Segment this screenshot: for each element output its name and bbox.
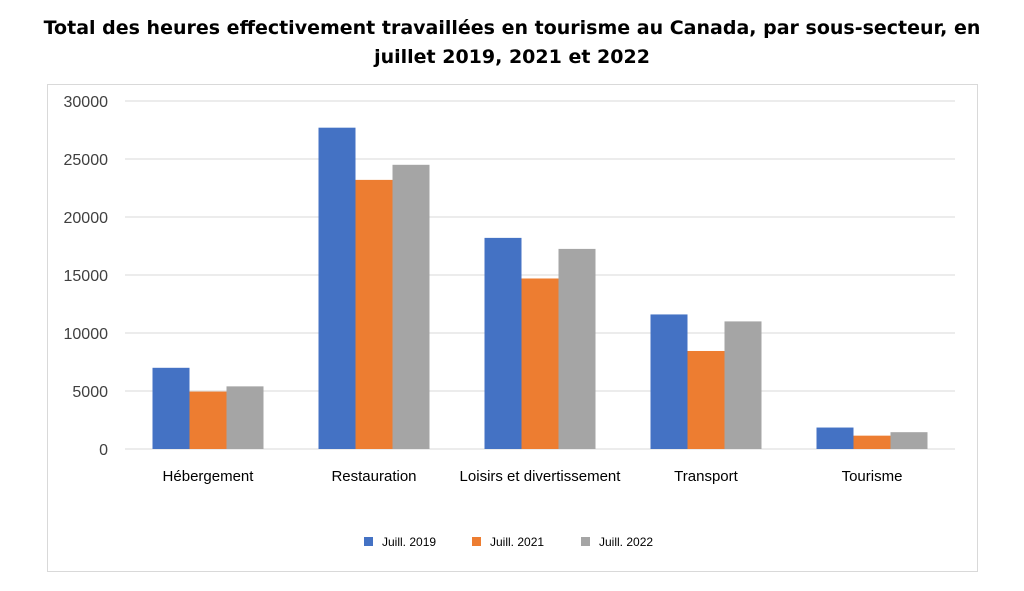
legend-swatch: [472, 537, 481, 546]
legend: Juill. 2019 Juill. 2021 Juill. 2022: [364, 535, 653, 549]
legend-label: Juill. 2022: [599, 535, 653, 549]
bar: [521, 278, 559, 449]
x-category-label: Restauration: [331, 468, 416, 485]
x-category-label: Hébergement: [163, 468, 255, 485]
chart-title: Total des heures effectivement travaillé…: [43, 17, 981, 68]
bar: [355, 179, 393, 449]
x-category-label: Tourisme: [842, 468, 903, 485]
x-category-label: Transport: [674, 468, 738, 485]
y-tick-label: 25000: [64, 152, 109, 169]
chart-frame: [47, 84, 978, 572]
y-tick-label: 10000: [64, 326, 109, 343]
bar: [318, 127, 356, 450]
y-tick-label: 20000: [64, 210, 109, 227]
bar: [392, 164, 430, 450]
bar: [890, 432, 928, 449]
y-axis-ticks: 0 5000 10000 15000 20000 25000 30000: [64, 94, 109, 459]
legend-label: Juill. 2019: [382, 535, 436, 549]
bar: [816, 427, 854, 449]
bar: [152, 367, 190, 449]
bar: [189, 391, 227, 449]
y-tick-label: 15000: [64, 268, 109, 285]
legend-swatch: [581, 537, 590, 546]
bar: [687, 350, 725, 449]
bar: [853, 435, 891, 449]
bar: [724, 321, 762, 449]
legend-label: Juill. 2021: [490, 535, 544, 549]
bar: [484, 237, 522, 449]
bars: [152, 127, 928, 450]
x-category-label: Loisirs et divertissement: [460, 468, 622, 485]
y-tick-label: 30000: [64, 94, 109, 111]
y-tick-label: 5000: [72, 384, 108, 401]
y-tick-label: 0: [99, 442, 108, 459]
legend-swatch: [364, 537, 373, 546]
bar: [226, 386, 264, 449]
x-axis-categories: Hébergement Restauration Loisirs et divert…: [163, 468, 903, 485]
bar: [650, 314, 688, 449]
bar: [558, 248, 596, 449]
